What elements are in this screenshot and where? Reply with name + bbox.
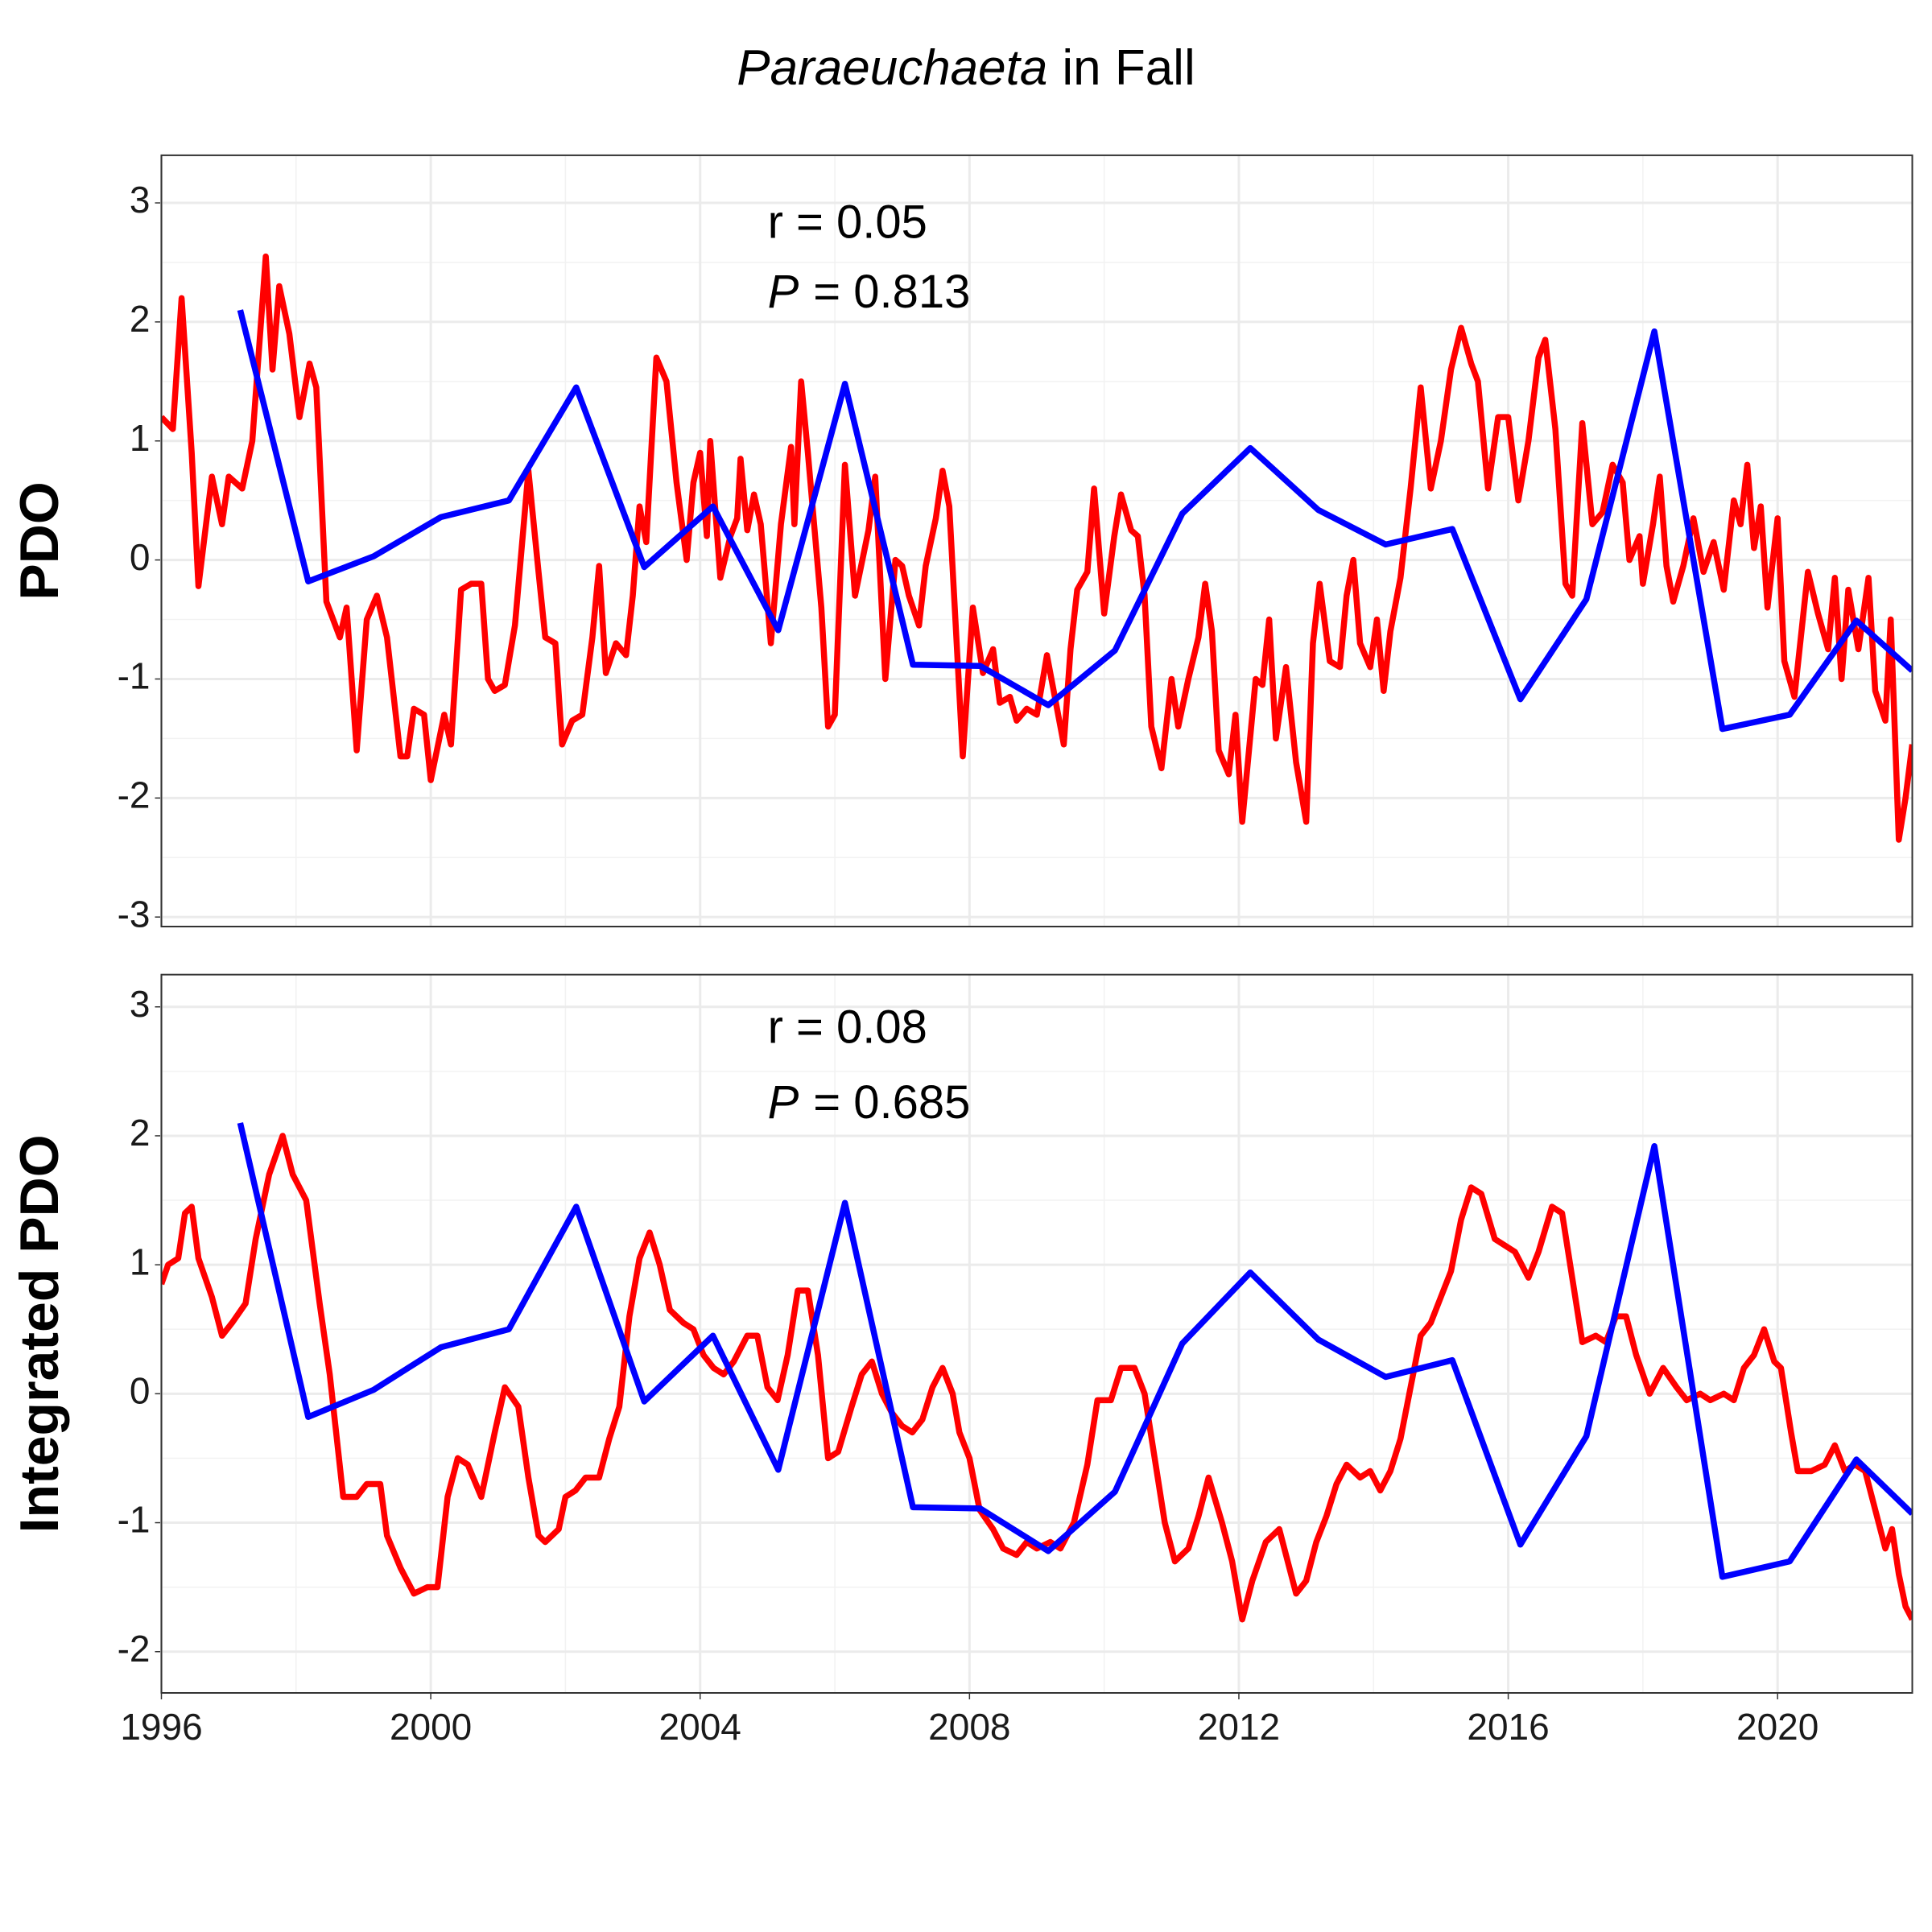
annotation: r = 0.08 xyxy=(768,1001,927,1053)
x-tick-label: 1996 xyxy=(120,1706,202,1748)
y-axis-label: Integrated PDO xyxy=(9,1134,70,1533)
y-tick-label: -1 xyxy=(118,655,151,697)
annotation-rest: = 0.685 xyxy=(813,1076,970,1129)
x-tick-label: 2016 xyxy=(1467,1706,1549,1748)
y-tick-label: -3 xyxy=(118,893,151,935)
data-line xyxy=(161,253,1913,843)
panel-background xyxy=(161,974,1913,1693)
title-italic: Paraeuchaeta xyxy=(737,40,1047,96)
annotation-italic: P xyxy=(768,266,799,318)
chart-title: Paraeuchaeta in Fall xyxy=(737,40,1195,96)
title-rest: in Fall xyxy=(1062,40,1195,96)
x-tick-label: 2008 xyxy=(928,1706,1010,1748)
y-tick-label: -2 xyxy=(118,774,151,815)
annotation: P = 0.813 xyxy=(768,266,971,318)
y-tick-label: 2 xyxy=(130,1112,151,1154)
x-tick-label: 2000 xyxy=(390,1706,472,1748)
y-tick-label: 1 xyxy=(130,1241,151,1282)
annotation-rest: = 0.813 xyxy=(813,266,970,318)
y-tick-label: 1 xyxy=(130,417,151,459)
y-tick-label: 3 xyxy=(130,179,151,221)
y-tick-label: 0 xyxy=(130,1369,151,1411)
y-tick-label: -2 xyxy=(118,1628,151,1670)
annotation: P = 0.685 xyxy=(768,1076,971,1129)
panel-border xyxy=(160,154,1913,927)
panel-border xyxy=(160,973,1913,1694)
x-tick-label: 2012 xyxy=(1198,1706,1280,1748)
y-tick-label: -1 xyxy=(118,1499,151,1541)
annotation: r = 0.05 xyxy=(768,196,927,248)
y-tick-label: 0 xyxy=(130,536,151,578)
y-tick-label: 3 xyxy=(130,983,151,1025)
x-tick-label: 2004 xyxy=(659,1706,741,1748)
annotation-italic: P xyxy=(768,1076,799,1129)
y-axis-label: PDO xyxy=(9,481,70,600)
data-line xyxy=(237,1122,1913,1580)
y-tick-label: 2 xyxy=(130,298,151,340)
data-line xyxy=(237,309,1913,733)
data-line xyxy=(161,1133,1913,1623)
x-tick-label: 2020 xyxy=(1736,1706,1818,1748)
